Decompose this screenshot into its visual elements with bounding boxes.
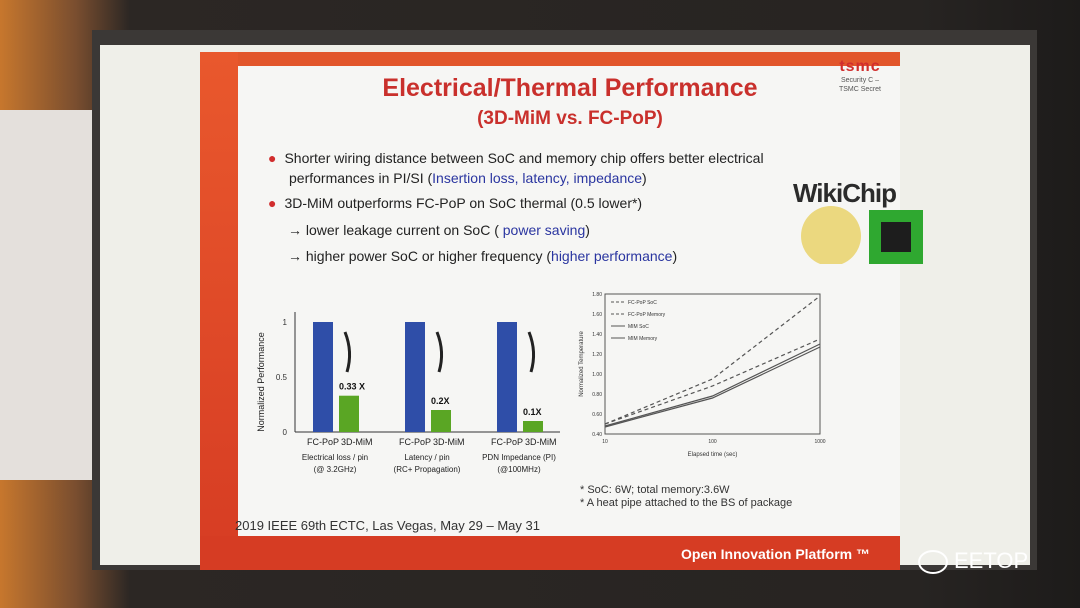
slide-bottom-bar	[200, 536, 900, 570]
legend-entry: MIM SoC	[628, 324, 649, 330]
bullet-1: ● Shorter wiring distance between SoC and…	[268, 148, 838, 188]
sub-bullet-1-end: )	[585, 222, 590, 238]
x-bar-label: FC-PoP	[399, 437, 431, 447]
group-label: PDN Impedance (PI)	[482, 453, 556, 462]
line-chart-svg: 0.40 0.60 0.80 1.00 1.20 1.40 1.60 1.80 10 100 100…	[579, 292, 826, 458]
legend-entry: FC-PoP SoC	[628, 300, 657, 306]
y-tick-label: 1.60	[592, 312, 602, 318]
y-tick-label: 0.80	[592, 392, 602, 398]
wikichip-watermark: WikiChip	[793, 178, 933, 268]
bullet-1-text-c: )	[642, 170, 647, 186]
bullet-dot-icon: ●	[268, 150, 277, 166]
legend-entry: FC-PoP Memory	[628, 312, 666, 318]
slide-subtitle: (3D-MiM vs. FC-PoP)	[477, 108, 663, 129]
bar-fcpop	[405, 322, 425, 432]
series-line	[604, 346, 821, 428]
line-chart: 0.40 0.60 0.80 1.00 1.20 1.40 1.60 1.80 10 100 100…	[575, 284, 835, 479]
sub-bullet-1: → lower leakage current on SoC ( power s…	[288, 220, 590, 240]
group-label: Electrical loss / pin	[302, 453, 368, 462]
legend-entry: MIM Memory	[628, 336, 658, 342]
left-wall	[0, 110, 95, 480]
bullet-1-blue: Insertion loss, latency, impedance	[432, 170, 643, 186]
logo-mark: tsmc	[839, 58, 881, 75]
y-tick-label: 1.20	[592, 352, 602, 358]
bar-value-label: 0.1X	[523, 407, 542, 417]
x-tick-label: 10	[602, 439, 608, 445]
conference-footer: 2019 IEEE 69th ECTC, Las Vegas, May 29 –…	[235, 518, 540, 533]
bar-value-label: 0.2X	[431, 396, 450, 406]
bullet-1-text-b: performances in PI/SI (	[289, 170, 433, 186]
sub-bullet-2-end: )	[672, 248, 678, 264]
group-sublabel: (@100MHz)	[497, 465, 541, 474]
x-axis-label: Elapsed time (sec)	[688, 452, 738, 458]
down-arrow-icon	[527, 331, 536, 373]
slide-title: Electrical/Thermal Performance	[382, 74, 758, 102]
bar-3d-mim	[339, 395, 359, 432]
footnote-2: * A heat pipe attached to the BS of pack…	[580, 497, 793, 509]
bar-value-label: 0.33 X	[339, 382, 365, 392]
down-arrow-icon	[435, 331, 444, 373]
y-tick-label: 1	[283, 318, 288, 327]
y-tick-label: 1.40	[592, 332, 602, 338]
y-axis-label: Normalized Temperature	[579, 331, 585, 397]
bar-fcpop	[497, 322, 517, 432]
bar-chart: Normalized Performance 0 0.5 1 0.33 X FC-PoP 3…	[250, 292, 570, 492]
bullet-1-text-a: Shorter wiring distance between SoC and …	[284, 150, 764, 166]
series-line	[604, 295, 821, 425]
wechat-icon	[918, 550, 948, 575]
x-bar-label: FC-PoP	[307, 437, 339, 447]
sub-bullet-2-text: → higher power SoC or higher frequency (	[288, 248, 552, 264]
x-bar-label: 3D-MiM	[433, 437, 465, 447]
bullet-2-text: 3D-MiM outperforms FC-PoP on SoC thermal…	[284, 195, 643, 211]
y-tick-label: 0.40	[592, 432, 602, 438]
wikichip-text: WikiChip	[793, 178, 897, 208]
sub-bullet-2: → higher power SoC or higher frequency (…	[288, 246, 677, 266]
sub-bullet-2-blue: higher performance	[551, 248, 673, 264]
x-bar-label: 3D-MiM	[341, 437, 373, 447]
bullet-2: ● 3D-MiM outperforms FC-PoP on SoC therma…	[268, 193, 642, 213]
plot-frame	[604, 293, 821, 435]
series-line	[604, 338, 821, 425]
x-bar-label: 3D-MiM	[525, 437, 557, 447]
y-tick-label: 0	[283, 428, 288, 437]
slide-left-bar	[200, 52, 238, 570]
series-line	[604, 343, 821, 427]
sub-bullet-1-blue: power saving	[502, 222, 586, 238]
group-sublabel: (RC+ Propagation)	[394, 465, 461, 474]
y-tick-label: 0.5	[276, 373, 288, 382]
eetop-text: EETOP	[954, 548, 1029, 573]
presentation-slide: Electrical/Thermal Performance (3D-MiM v…	[200, 52, 900, 570]
sub-bullet-1-text: → lower leakage current on SoC (	[288, 222, 503, 238]
bar-3d-mim	[431, 410, 451, 432]
footnotes: * SoC: 6W; total memory:3.6W * A heat pi…	[580, 484, 792, 510]
tsmc-logo: tsmc Security C – TSMC Secret	[830, 58, 890, 94]
security-line-2: TSMC Secret	[838, 86, 881, 93]
down-arrow-icon	[343, 331, 352, 373]
slide-top-bar	[200, 52, 900, 66]
group-sublabel: (@ 3.2GHz)	[314, 465, 357, 474]
group-label: Latency / pin	[404, 453, 449, 462]
y-tick-label: 1.80	[592, 292, 602, 298]
y-axis-label: Normalized Performance	[256, 332, 266, 432]
platform-footer: Open Innovation Platform ™	[680, 546, 870, 562]
security-line-1: Security C –	[840, 77, 880, 84]
footnote-1: * SoC: 6W; total memory:3.6W	[580, 484, 730, 496]
x-tick-label: 100	[708, 439, 717, 445]
bar-fcpop	[313, 322, 333, 432]
y-tick-label: 1.00	[592, 372, 602, 378]
bullet-dot-icon: ●	[268, 195, 277, 211]
x-bar-label: FC-PoP	[491, 437, 523, 447]
eetop-watermark: EETOP	[918, 548, 1029, 575]
x-tick-label: 1000	[814, 439, 825, 445]
wikichip-logo-icon	[801, 206, 923, 264]
y-tick-label: 0.60	[592, 412, 602, 418]
bar-3d-mim	[523, 421, 543, 432]
